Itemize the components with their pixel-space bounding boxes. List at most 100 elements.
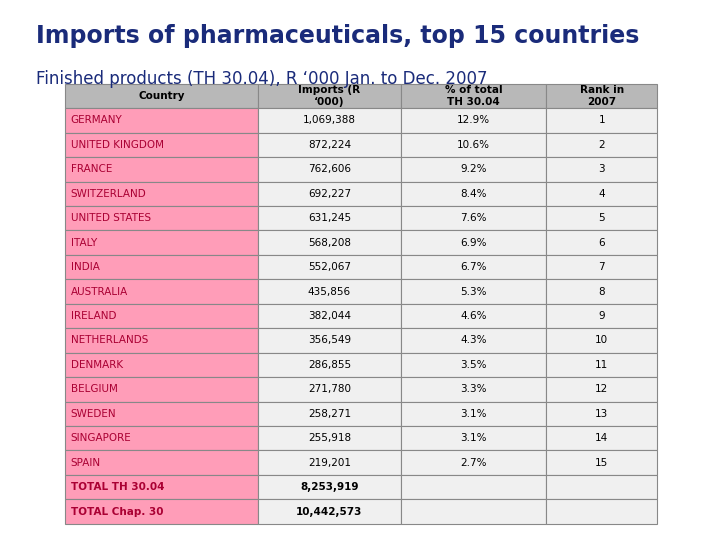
Text: TOTAL TH 30.04: TOTAL TH 30.04 bbox=[71, 482, 164, 492]
Text: 14: 14 bbox=[595, 433, 608, 443]
Bar bbox=[400, 426, 546, 450]
Text: 219,201: 219,201 bbox=[308, 458, 351, 468]
Bar bbox=[546, 206, 657, 231]
Text: 13: 13 bbox=[595, 409, 608, 419]
Text: DENMARK: DENMARK bbox=[71, 360, 122, 370]
Bar bbox=[65, 377, 258, 402]
Text: Country: Country bbox=[138, 91, 184, 101]
Text: 5: 5 bbox=[598, 213, 605, 223]
Text: 3.1%: 3.1% bbox=[460, 433, 487, 443]
Text: TOTAL Chap. 30: TOTAL Chap. 30 bbox=[71, 507, 163, 517]
Bar bbox=[546, 231, 657, 255]
Bar bbox=[258, 255, 400, 279]
Bar bbox=[65, 450, 258, 475]
Text: 7.6%: 7.6% bbox=[460, 213, 487, 223]
Bar bbox=[258, 353, 400, 377]
Bar bbox=[258, 426, 400, 450]
Text: 255,918: 255,918 bbox=[307, 433, 351, 443]
Text: 258,271: 258,271 bbox=[307, 409, 351, 419]
Bar bbox=[400, 181, 546, 206]
Text: 12: 12 bbox=[595, 384, 608, 394]
Bar bbox=[65, 157, 258, 181]
Bar bbox=[400, 303, 546, 328]
Bar bbox=[400, 133, 546, 157]
Bar bbox=[258, 206, 400, 231]
Bar bbox=[65, 475, 258, 500]
Text: Rank in
2007: Rank in 2007 bbox=[580, 85, 624, 107]
Text: 15: 15 bbox=[595, 458, 608, 468]
Text: 11: 11 bbox=[595, 360, 608, 370]
Bar bbox=[546, 157, 657, 181]
Text: 692,227: 692,227 bbox=[307, 188, 351, 199]
Bar bbox=[546, 108, 657, 133]
Bar bbox=[400, 84, 546, 108]
Bar bbox=[546, 475, 657, 500]
Text: SINGAPORE: SINGAPORE bbox=[71, 433, 131, 443]
Bar bbox=[546, 377, 657, 402]
Text: 6.9%: 6.9% bbox=[460, 238, 487, 248]
Bar bbox=[546, 426, 657, 450]
Text: 4: 4 bbox=[598, 188, 605, 199]
Text: 3.1%: 3.1% bbox=[460, 409, 487, 419]
Text: UNITED STATES: UNITED STATES bbox=[71, 213, 150, 223]
Text: 4.3%: 4.3% bbox=[460, 335, 487, 346]
Bar bbox=[258, 303, 400, 328]
Text: Imports of pharmaceuticals, top 15 countries: Imports of pharmaceuticals, top 15 count… bbox=[36, 24, 639, 48]
Text: 286,855: 286,855 bbox=[307, 360, 351, 370]
Bar bbox=[258, 279, 400, 303]
Text: 6.7%: 6.7% bbox=[460, 262, 487, 272]
Text: 872,224: 872,224 bbox=[307, 140, 351, 150]
Text: 552,067: 552,067 bbox=[308, 262, 351, 272]
Bar bbox=[546, 255, 657, 279]
Bar bbox=[65, 181, 258, 206]
Bar bbox=[546, 450, 657, 475]
Bar bbox=[65, 231, 258, 255]
Bar bbox=[258, 231, 400, 255]
Text: 2.7%: 2.7% bbox=[460, 458, 487, 468]
Text: 4.6%: 4.6% bbox=[460, 311, 487, 321]
Bar bbox=[546, 181, 657, 206]
Bar bbox=[546, 133, 657, 157]
Text: 6: 6 bbox=[598, 238, 605, 248]
Bar bbox=[65, 426, 258, 450]
Bar bbox=[65, 206, 258, 231]
Bar bbox=[546, 303, 657, 328]
Text: 8: 8 bbox=[598, 287, 605, 296]
Text: % of total
TH 30.04: % of total TH 30.04 bbox=[445, 85, 503, 107]
Text: INDIA: INDIA bbox=[71, 262, 99, 272]
Text: GERMANY: GERMANY bbox=[71, 116, 122, 125]
Bar bbox=[400, 328, 546, 353]
Bar bbox=[546, 279, 657, 303]
Text: 568,208: 568,208 bbox=[308, 238, 351, 248]
Text: ITALY: ITALY bbox=[71, 238, 96, 248]
Text: 1: 1 bbox=[598, 116, 605, 125]
Text: 435,856: 435,856 bbox=[307, 287, 351, 296]
Bar bbox=[546, 353, 657, 377]
Bar bbox=[258, 108, 400, 133]
Bar bbox=[400, 206, 546, 231]
Text: 12.9%: 12.9% bbox=[457, 116, 490, 125]
Bar bbox=[400, 231, 546, 255]
Text: 8.4%: 8.4% bbox=[460, 188, 487, 199]
Text: AUSTRALIA: AUSTRALIA bbox=[71, 287, 128, 296]
Bar bbox=[258, 475, 400, 500]
Bar bbox=[65, 84, 258, 108]
Text: 762,606: 762,606 bbox=[308, 164, 351, 174]
Bar bbox=[546, 500, 657, 524]
Text: 3: 3 bbox=[598, 164, 605, 174]
Bar bbox=[65, 353, 258, 377]
Bar bbox=[546, 402, 657, 426]
Text: SWEDEN: SWEDEN bbox=[71, 409, 116, 419]
Text: SPAIN: SPAIN bbox=[71, 458, 101, 468]
Text: 3.3%: 3.3% bbox=[460, 384, 487, 394]
Text: FRANCE: FRANCE bbox=[71, 164, 112, 174]
Text: 382,044: 382,044 bbox=[308, 311, 351, 321]
Bar bbox=[400, 157, 546, 181]
Text: 3.5%: 3.5% bbox=[460, 360, 487, 370]
Text: 356,549: 356,549 bbox=[307, 335, 351, 346]
Bar bbox=[258, 157, 400, 181]
Text: 271,780: 271,780 bbox=[308, 384, 351, 394]
Text: NETHERLANDS: NETHERLANDS bbox=[71, 335, 148, 346]
Bar bbox=[400, 475, 546, 500]
Bar bbox=[400, 402, 546, 426]
